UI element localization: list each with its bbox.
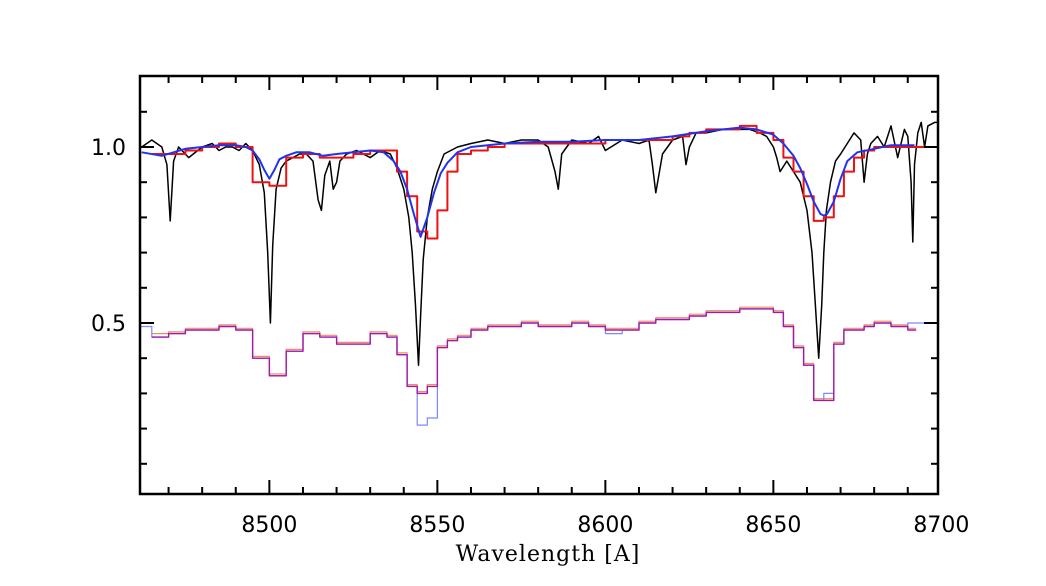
ticks-layer xyxy=(140,76,938,494)
plot-frame xyxy=(138,74,940,496)
series-black-line xyxy=(141,121,938,366)
x-tick-label: 8600 xyxy=(577,513,633,538)
x-tick-label: 8500 xyxy=(241,513,297,538)
x-tick-label: 8700 xyxy=(913,513,969,538)
y-tick-label: 1.0 xyxy=(91,136,126,161)
tick-labels-layer: 8500 8550 8600 8650 8700 0.5 1.0 xyxy=(91,136,969,538)
x-tick-label: 8550 xyxy=(409,513,465,538)
x-tick-label: 8650 xyxy=(745,513,801,538)
series-lower-purple xyxy=(151,308,917,402)
series-lower-salmon xyxy=(151,306,917,400)
series-blue-model xyxy=(141,126,915,238)
series-layer xyxy=(140,121,938,426)
x-axis-title: Wavelength [A] xyxy=(456,542,641,567)
y-tick-label: 0.5 xyxy=(91,312,126,337)
series-red-binned xyxy=(151,124,927,240)
